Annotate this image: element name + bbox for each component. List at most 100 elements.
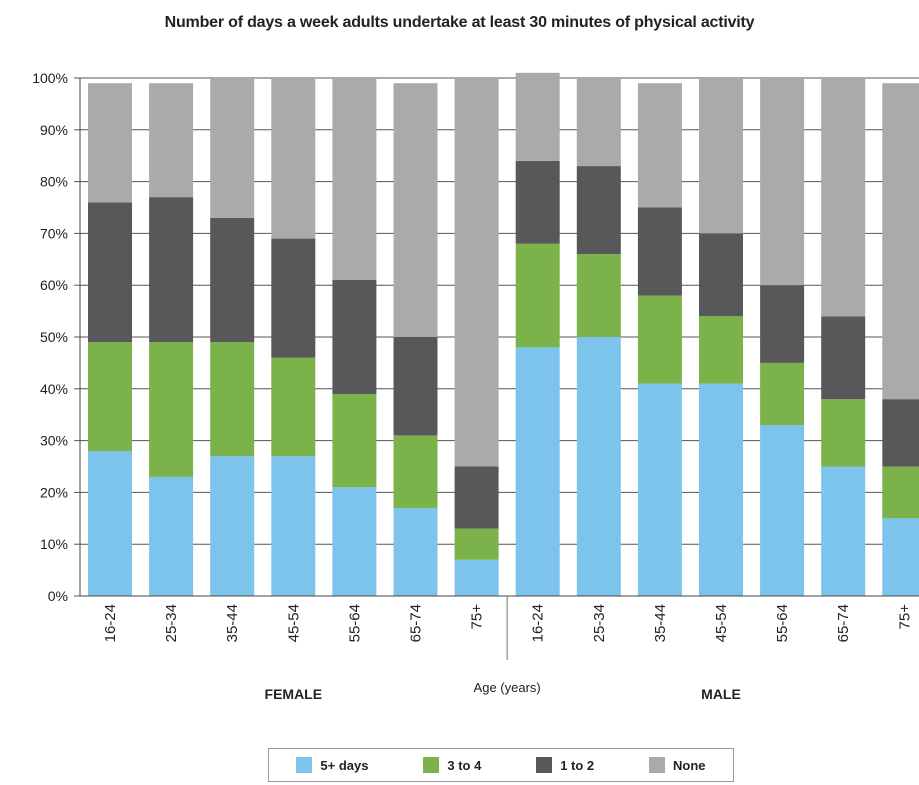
y-tick-label: 90% bbox=[40, 122, 68, 138]
bar-segment-3-to-4 bbox=[576, 254, 621, 337]
bar-segment-5-days bbox=[515, 347, 560, 596]
bar-segment-5-days bbox=[821, 466, 866, 596]
bar-segment-5-days bbox=[882, 518, 919, 596]
bar-segment-none bbox=[332, 78, 377, 281]
legend-swatch bbox=[536, 757, 553, 773]
bar-segment-1-to-2 bbox=[576, 166, 621, 255]
legend-label: 3 to 4 bbox=[447, 757, 482, 773]
x-tick-label: 75+ bbox=[896, 604, 913, 630]
bar-segment-1-to-2 bbox=[393, 337, 438, 436]
x-tick-label: 55-64 bbox=[346, 604, 363, 642]
y-tick-label: 20% bbox=[40, 484, 68, 500]
bar-segment-1-to-2 bbox=[332, 280, 377, 394]
bar-segment-5-days bbox=[576, 337, 621, 596]
bar-segment-1-to-2 bbox=[271, 238, 316, 358]
legend-item: 5+ days bbox=[296, 757, 369, 773]
bar-segment-1-to-2 bbox=[454, 466, 499, 529]
legend-label: 1 to 2 bbox=[560, 757, 595, 773]
bar-segment-none bbox=[210, 78, 255, 218]
stacked-bar-chart: 0% 10% 20% 30% 40% 50% 60% 70% 80% 90% 100% 16-24 2… bbox=[32, 70, 919, 702]
bar-segment-5-days bbox=[699, 383, 743, 596]
x-tick-label: 16-24 bbox=[102, 604, 119, 642]
bar-segment-1-to-2 bbox=[210, 217, 255, 343]
bar-segment-5-days bbox=[210, 456, 255, 596]
bar-segment-none bbox=[393, 83, 438, 338]
y-tick-label: 70% bbox=[40, 225, 68, 241]
y-tick-label: 40% bbox=[40, 381, 68, 397]
bar-segment-1-to-2 bbox=[637, 207, 682, 296]
bar-segment-5-days bbox=[332, 487, 377, 596]
bar-segment-3-to-4 bbox=[332, 393, 377, 488]
bar-segment-none bbox=[454, 78, 499, 467]
bar-segment-3-to-4 bbox=[210, 342, 255, 457]
bar-segment-5-days bbox=[271, 456, 316, 596]
bars bbox=[88, 72, 919, 596]
bar-segment-1-to-2 bbox=[760, 285, 805, 363]
y-tick-label: 60% bbox=[40, 277, 68, 293]
chart-title: Number of days a week adults undertake a… bbox=[164, 14, 755, 31]
group-label-female: FEMALE bbox=[265, 686, 323, 702]
bar-segment-3-to-4 bbox=[821, 399, 866, 467]
bar-segment-none bbox=[576, 78, 621, 167]
bar-segment-3-to-4 bbox=[454, 528, 499, 560]
bar-segment-1-to-2 bbox=[88, 202, 132, 343]
bar-segment-1-to-2 bbox=[882, 399, 919, 467]
bar-segment-5-days bbox=[393, 507, 438, 596]
x-tick-label: 16-24 bbox=[530, 604, 547, 642]
bar-segment-5-days bbox=[760, 425, 805, 596]
bar-segment-3-to-4 bbox=[149, 342, 194, 477]
bar-segment-3-to-4 bbox=[699, 316, 743, 384]
x-tick-label: 45-54 bbox=[285, 604, 302, 642]
legend-item: 1 to 2 bbox=[536, 757, 594, 773]
bar-segment-none bbox=[760, 78, 805, 286]
bar-segment-none bbox=[515, 72, 560, 161]
bar-segment-1-to-2 bbox=[149, 197, 194, 343]
legend-label: None bbox=[673, 757, 706, 773]
legend-swatch bbox=[649, 757, 666, 773]
group-label-male: MALE bbox=[701, 686, 741, 702]
x-tick-label: 45-54 bbox=[713, 604, 730, 642]
legend-swatch bbox=[423, 757, 440, 773]
legend-swatch bbox=[296, 757, 313, 773]
legend-item: None bbox=[649, 757, 706, 773]
x-tick-label: 55-64 bbox=[774, 604, 791, 642]
bar-segment-5-days bbox=[88, 450, 132, 596]
x-tick-label: 25-34 bbox=[163, 604, 180, 642]
y-tick-label: 80% bbox=[40, 174, 68, 190]
y-tick-label: 10% bbox=[40, 536, 68, 552]
bar-segment-3-to-4 bbox=[760, 362, 805, 426]
y-tick-label: 30% bbox=[40, 433, 68, 449]
x-tick-label: 65-74 bbox=[408, 604, 425, 642]
x-axis-title: Age (years) bbox=[474, 680, 541, 695]
bar-segment-none bbox=[637, 83, 682, 208]
x-tick-label: 25-34 bbox=[591, 604, 608, 642]
bar-segment-none bbox=[882, 83, 919, 400]
x-tick-label: 65-74 bbox=[835, 604, 852, 642]
bar-segment-1-to-2 bbox=[821, 316, 866, 400]
x-tick-label: 35-44 bbox=[224, 604, 241, 642]
legend-item: 3 to 4 bbox=[423, 757, 481, 773]
bar-segment-1-to-2 bbox=[699, 233, 743, 317]
axes: 16-24 25-34 35-44 45-54 55-64 65-74 75+ 16-24 25… bbox=[79, 78, 919, 660]
bar-segment-5-days bbox=[149, 476, 194, 596]
bar-segment-none bbox=[821, 78, 866, 317]
bar-segment-none bbox=[88, 83, 132, 203]
y-tick-label: 0% bbox=[48, 588, 68, 604]
x-tick-label: 75+ bbox=[469, 604, 486, 630]
bar-segment-none bbox=[149, 83, 194, 198]
bar-segment-1-to-2 bbox=[515, 160, 560, 244]
bar-segment-3-to-4 bbox=[88, 342, 132, 451]
x-tick-label: 35-44 bbox=[652, 604, 669, 642]
legend-label: 5+ days bbox=[320, 757, 369, 773]
bar-segment-none bbox=[271, 78, 316, 239]
bar-segment-none bbox=[699, 78, 743, 234]
bar-segment-3-to-4 bbox=[271, 357, 316, 457]
bar-segment-5-days bbox=[637, 383, 682, 596]
legend: 5+ days 3 to 4 1 to 2 None bbox=[268, 748, 734, 782]
bar-segment-3-to-4 bbox=[637, 295, 682, 384]
bar-segment-3-to-4 bbox=[882, 466, 919, 519]
bar-segment-3-to-4 bbox=[515, 243, 560, 348]
y-tick-label: 100% bbox=[32, 70, 68, 86]
bar-segment-5-days bbox=[454, 559, 499, 596]
bar-segment-3-to-4 bbox=[393, 435, 438, 508]
